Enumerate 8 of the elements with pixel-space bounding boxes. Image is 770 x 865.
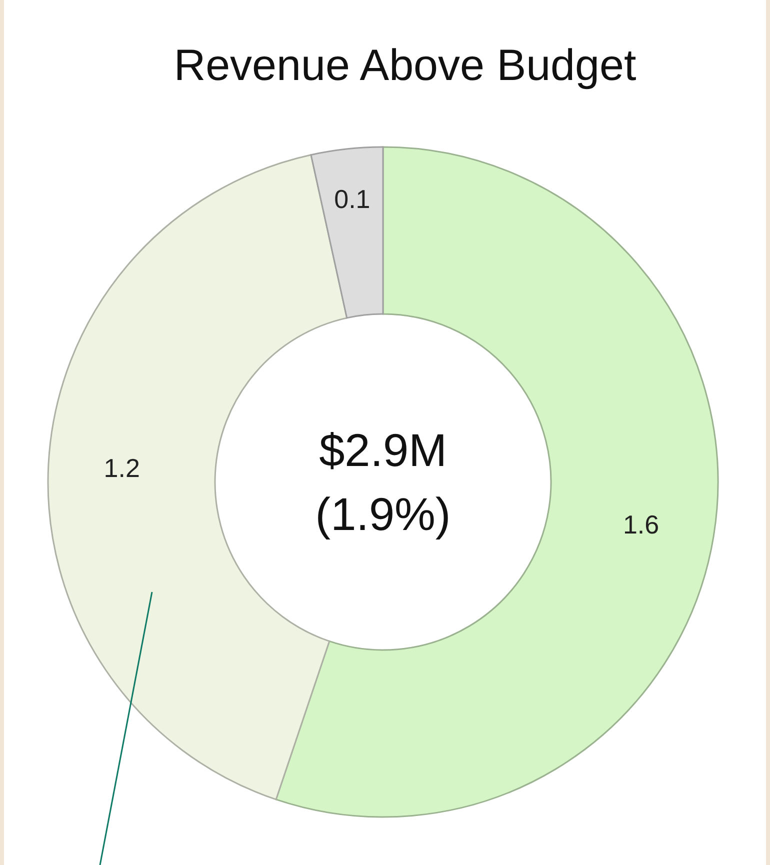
text: (1.9%)	[315, 488, 451, 540]
data-label: 0.1	[334, 184, 370, 214]
data-label: 1.6	[622, 509, 660, 540]
text: $2.9M	[319, 424, 447, 476]
chart-title: Revenue Above Budget	[174, 41, 636, 90]
donut-slice	[275, 146, 719, 818]
data-label: 1.2	[104, 452, 140, 483]
donut-slice	[310, 146, 384, 319]
